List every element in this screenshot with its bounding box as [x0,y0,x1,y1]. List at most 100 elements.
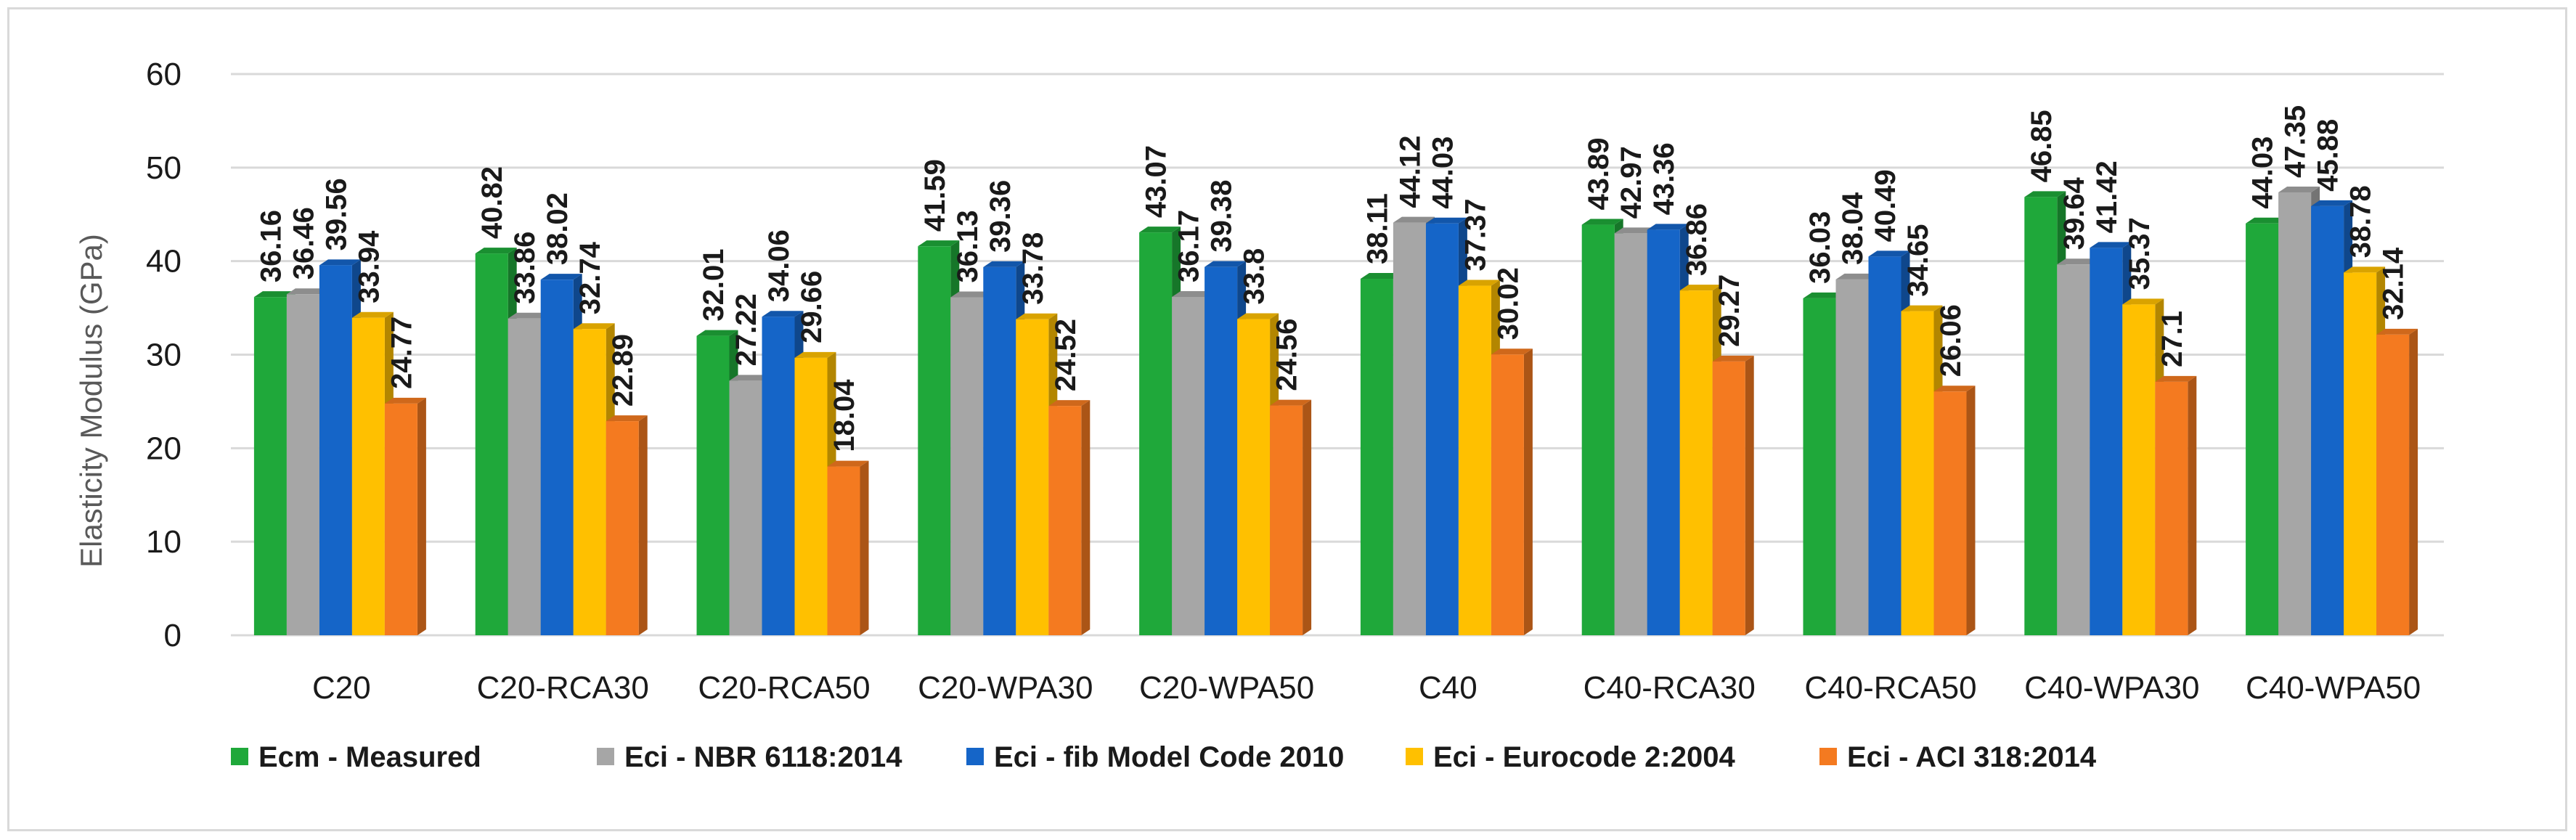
data-label: 40.82 [476,166,508,239]
data-label: 43.89 [1583,137,1615,210]
legend-item: Eci - fib Model Code 2010 [966,741,1344,773]
bar [1491,348,1533,635]
data-label: 44.03 [1427,136,1459,209]
bar [696,330,738,635]
data-label: 29.66 [796,271,828,343]
legend-item: Eci - ACI 318:2014 [1819,741,2097,773]
legend-label: Ecm - Measured [258,741,481,773]
legend: Ecm - Measured Eci - NBR 6118:2014 Eci - f… [231,741,2097,773]
data-label: 34.65 [1902,224,1934,296]
data-label: 33.94 [353,230,385,303]
data-label: 33.86 [509,232,541,304]
data-label: 29.27 [1713,274,1745,347]
bar [2155,375,2197,635]
data-label: 36.13 [952,210,984,282]
legend-item: Ecm - Measured [231,741,481,773]
y-tick-label: 30 [146,338,182,373]
data-label: 43.07 [1141,145,1173,218]
x-tick-label: C20-WPA50 [1139,670,1314,706]
x-tick-label: C40-WPA30 [2024,670,2199,706]
bar [384,397,426,635]
x-tick-label: C20-WPA30 [918,670,1093,706]
data-label: 39.56 [320,178,352,250]
x-axis: C20 C20-RCA30 C20-RCA50 C20-WPA30 C20-WPA50 C… [312,670,2421,706]
y-axis-label: Elasticity Modulus (GPa) [74,234,108,568]
data-label: 36.86 [1681,203,1713,276]
data-label: 41.42 [2091,160,2123,233]
bar [1270,399,1312,635]
data-label: 30.02 [1492,267,1524,340]
legend-label: Eci - NBR 6118:2014 [624,741,902,773]
data-label: 38.02 [542,192,574,265]
bar [606,415,648,635]
data-label: 37.37 [1459,198,1491,271]
bars [253,186,2418,636]
data-label: 36.16 [255,210,287,282]
bar [1933,386,1976,635]
data-label: 32.01 [698,248,730,321]
legend-label: Eci - Eurocode 2:2004 [1433,741,1735,773]
data-label: 33.8 [1239,248,1271,305]
data-label: 39.64 [2058,176,2090,250]
legend-label: Eci - fib Model Code 2010 [994,741,1344,773]
bar [2376,328,2418,635]
y-axis: 0 10 20 30 40 50 60 [146,57,182,653]
x-tick-label: C20-RCA30 [477,670,649,706]
bar [1048,400,1091,635]
data-label: 33.78 [1017,232,1049,305]
legend-swatch [597,748,614,765]
data-label: 46.85 [2026,110,2058,182]
data-label: 43.36 [1648,142,1680,215]
y-tick-label: 60 [146,57,182,92]
data-label: 38.11 [1361,193,1393,264]
data-label: 24.56 [1271,318,1303,391]
data-label: 41.59 [919,159,951,232]
data-label: 38.78 [2345,185,2377,258]
data-label: 39.36 [985,180,1016,253]
y-tick-label: 40 [146,244,182,280]
legend-item: Eci - NBR 6118:2014 [597,741,902,773]
x-tick-label: C40-RCA50 [1804,670,1976,706]
y-tick-label: 20 [146,431,182,466]
data-label: 36.17 [1173,210,1205,282]
data-label: 36.03 [1804,211,1836,284]
data-label: 24.77 [386,317,417,389]
data-label: 32.74 [574,241,606,314]
legend-label: Eci - ACI 318:2014 [1847,741,2097,773]
data-label: 18.04 [828,379,860,452]
x-tick-label: C40 [1419,670,1477,706]
data-label: 39.38 [1206,180,1238,253]
legend-swatch [231,748,248,765]
data-label: 22.89 [607,334,639,407]
x-tick-label: C40-WPA50 [2246,670,2421,706]
y-tick-label: 10 [146,524,182,560]
y-tick-label: 0 [164,618,182,653]
data-label: 32.14 [2378,247,2410,320]
data-label: 27.22 [730,293,762,366]
x-tick-label: C20 [312,670,371,706]
data-label: 38.04 [1837,192,1869,265]
data-label: 45.88 [2312,119,2344,192]
legend-swatch [1819,748,1837,765]
legend-item: Eci - Eurocode 2:2004 [1406,741,1735,773]
data-label: 40.49 [1870,169,1902,242]
data-label: 24.52 [1050,319,1082,391]
data-label: 26.06 [1935,304,1967,377]
bar [827,460,869,635]
legend-swatch [966,748,984,765]
data-label: 47.35 [2280,105,2312,178]
y-tick-label: 50 [146,150,182,186]
bar [1712,355,1754,635]
data-label: 42.97 [1615,146,1647,219]
x-tick-label: C20-RCA50 [698,670,870,706]
data-label: 27.1 [2156,311,2188,367]
data-label: 35.37 [2124,217,2156,290]
x-tick-label: C40-RCA30 [1583,670,1756,706]
data-label: 44.12 [1394,135,1426,208]
legend-swatch [1406,748,1423,765]
data-label: 44.03 [2247,136,2279,209]
data-label: 36.46 [288,207,319,280]
data-label: 34.06 [763,229,795,302]
